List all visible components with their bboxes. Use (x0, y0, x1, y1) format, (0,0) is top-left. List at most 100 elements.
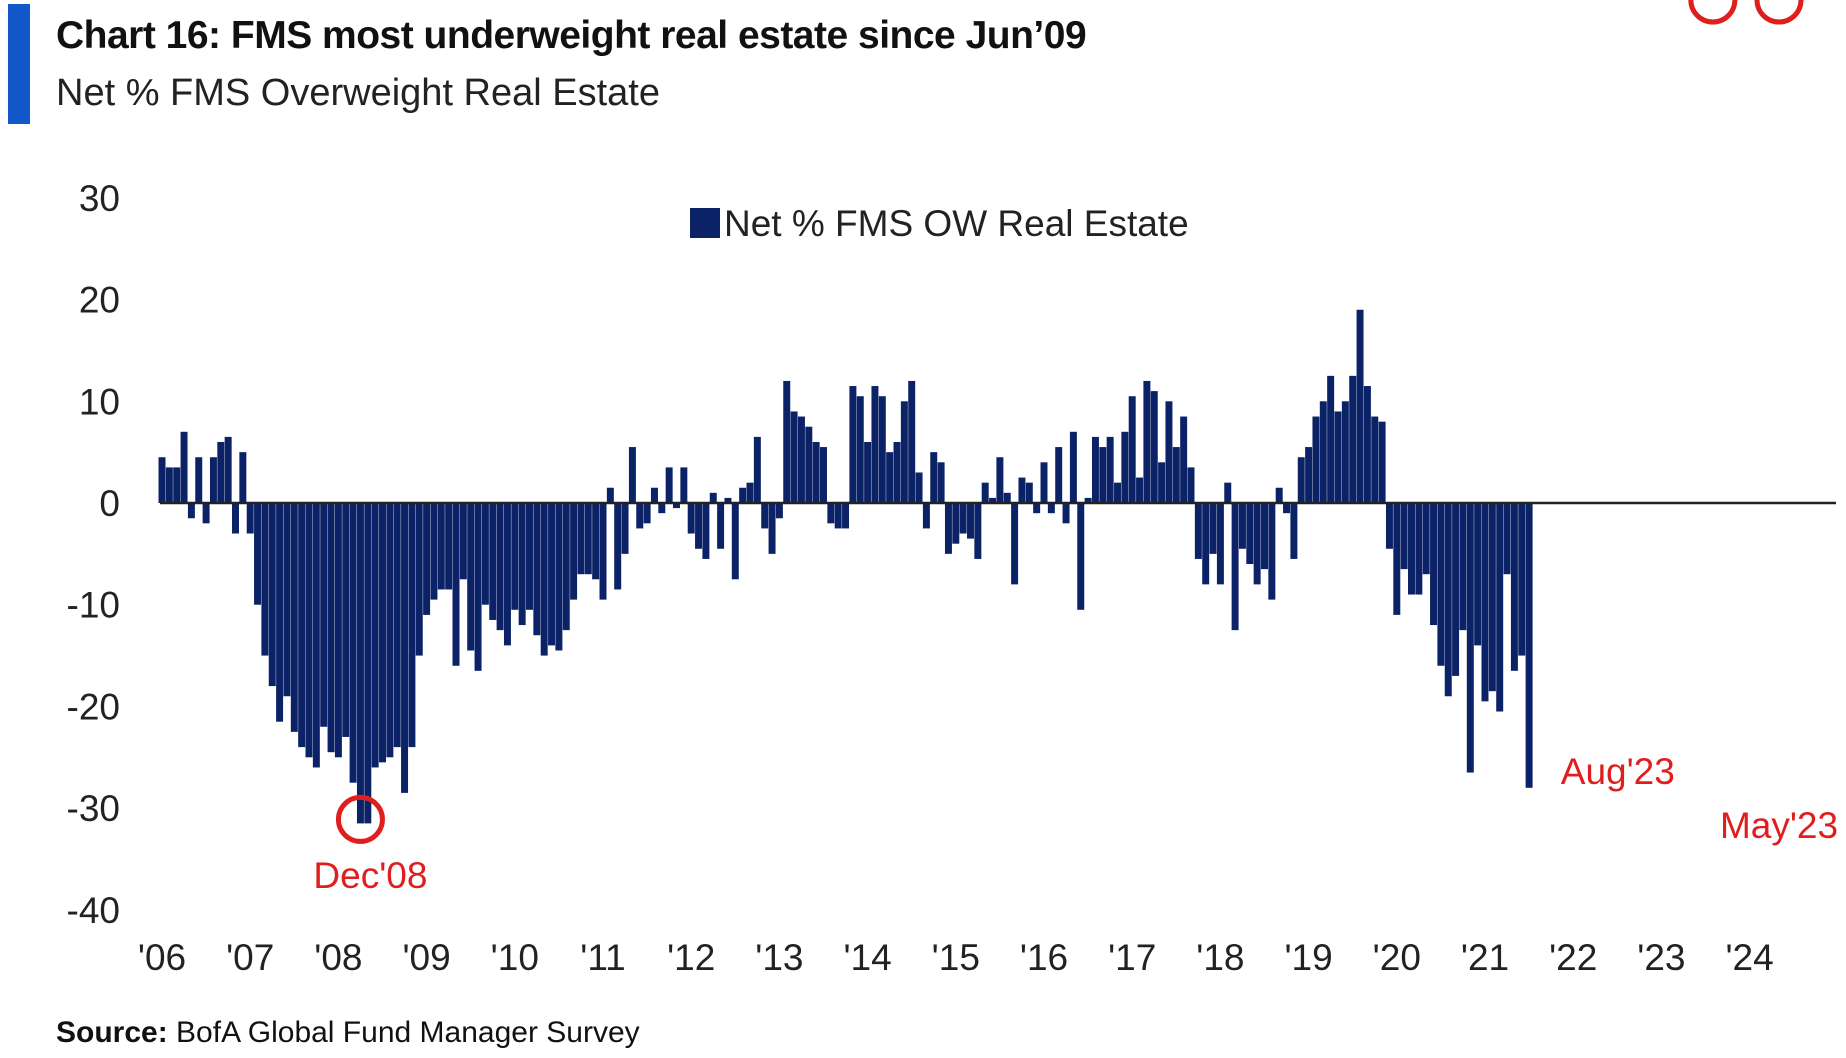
bar (1334, 411, 1342, 503)
bar (1084, 497, 1092, 503)
annotation-label: Dec'08 (313, 855, 427, 896)
x-tick-label: '20 (1373, 937, 1421, 978)
bar (548, 503, 556, 646)
x-tick-label: '13 (755, 937, 803, 978)
bar (415, 503, 423, 656)
bar (959, 503, 967, 534)
bar (1488, 503, 1496, 692)
bar (1224, 482, 1232, 503)
bar (371, 503, 379, 768)
bar (724, 497, 732, 503)
bar (1246, 503, 1254, 565)
bar-chart: 30 20 10 0 -10 -20 -30 -40 '06 '07 '08 '09 '10 '11 '1… (67, 0, 1838, 978)
bar (687, 503, 695, 534)
y-tick-label: 30 (79, 178, 120, 219)
bar (180, 431, 188, 503)
bar (878, 396, 886, 503)
chart-subtitle: Net % FMS Overweight Real Estate (56, 72, 660, 114)
bar (1422, 503, 1430, 575)
source-label: Source: (56, 1016, 168, 1049)
bar (849, 386, 857, 503)
chart-title: Chart 16: FMS most underweight real esta… (56, 14, 1087, 57)
bar (930, 452, 938, 503)
bar (379, 503, 386, 763)
bar (562, 503, 570, 631)
bar (202, 503, 210, 524)
bar (1305, 447, 1313, 503)
x-tick-label: '06 (138, 937, 186, 978)
bar (526, 503, 533, 610)
legend: Net % FMS OW Real Estate (690, 203, 1189, 244)
bar (1150, 391, 1158, 503)
bar (746, 482, 754, 503)
bar (254, 503, 262, 605)
bar (1496, 503, 1504, 712)
bar (790, 411, 798, 503)
bar (761, 503, 769, 529)
bar (768, 503, 776, 554)
bar (1459, 503, 1467, 631)
bar (1180, 416, 1188, 503)
y-tick-label: 10 (79, 381, 120, 422)
bar (195, 457, 203, 503)
bar (1114, 482, 1121, 503)
bar (577, 503, 585, 575)
bar (1238, 503, 1246, 549)
annotation-circle (1754, 0, 1804, 25)
bar (952, 503, 960, 544)
bar (1525, 503, 1533, 788)
bar (1452, 503, 1460, 676)
bar (481, 503, 489, 605)
bar (606, 487, 614, 503)
bar (290, 503, 298, 732)
bar (1209, 503, 1217, 554)
bar (1371, 416, 1379, 503)
bar (893, 441, 901, 503)
bar (1136, 477, 1144, 503)
bar (709, 492, 717, 503)
bar (232, 503, 239, 534)
bar (445, 503, 453, 590)
bar (496, 503, 504, 631)
bar (812, 441, 820, 503)
bar (1018, 477, 1026, 503)
bar (1165, 401, 1173, 503)
y-axis: 30 20 10 0 -10 -20 -30 -40 (67, 178, 120, 931)
bar (386, 503, 394, 758)
bar (783, 380, 791, 503)
bars-group (158, 309, 1533, 824)
bar (224, 436, 232, 503)
bar (1444, 503, 1452, 697)
bar (246, 503, 254, 534)
bar (459, 503, 467, 580)
bar (268, 503, 276, 687)
bar (944, 503, 952, 554)
annotations: Dec'08 Aug'23 May'23 (313, 0, 1838, 896)
bar (658, 503, 666, 514)
y-tick-label: -30 (67, 788, 120, 829)
bar (1158, 462, 1166, 503)
bar (702, 503, 710, 559)
bar (1378, 421, 1386, 503)
bar (1363, 386, 1371, 503)
bar (827, 503, 835, 524)
bar (555, 503, 563, 651)
bar (437, 503, 445, 590)
bar (158, 457, 166, 503)
bar (1069, 431, 1077, 503)
bar (1121, 431, 1129, 503)
bar (967, 503, 974, 539)
bar (915, 472, 923, 503)
bar (408, 503, 416, 748)
bar (1297, 457, 1305, 503)
bar (342, 503, 350, 737)
bar (592, 503, 600, 580)
y-tick-label: 20 (79, 280, 120, 321)
bar (1408, 503, 1415, 595)
bar (981, 482, 989, 503)
bar (187, 503, 195, 519)
bar (570, 503, 578, 600)
bar (937, 462, 945, 503)
bar (614, 503, 622, 590)
bar (1466, 503, 1474, 773)
